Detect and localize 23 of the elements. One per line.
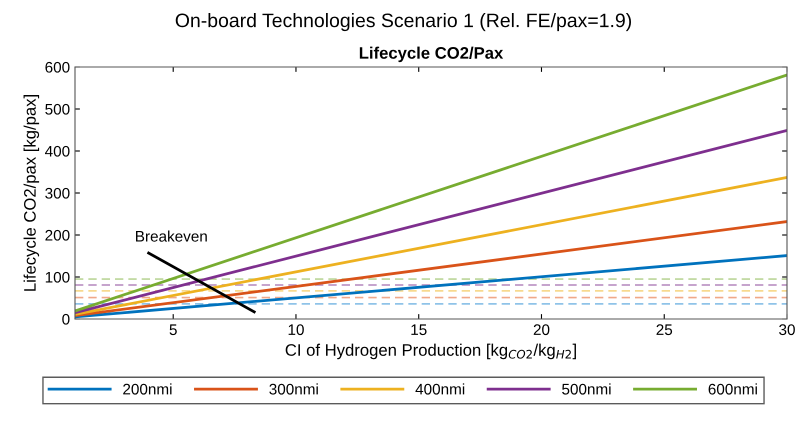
y-tick-label: 500 (45, 104, 70, 115)
legend-label: 500nmi (562, 383, 611, 395)
y-tick-label: 300 (45, 188, 70, 199)
y-tick-label: 600 (45, 62, 70, 73)
x-tick-label: 15 (411, 324, 427, 336)
x-tick-label: 5 (170, 324, 177, 336)
legend-label: 200nmi (123, 383, 172, 395)
y-tick-label: 100 (46, 272, 70, 283)
x-tick-label: 30 (779, 324, 795, 336)
y-tick-label: 200 (45, 230, 70, 241)
legend-label: 400nmi (415, 383, 464, 395)
chart-title: On-board Technologies Scenario 1 (Rel. FE/pax=1.9) (176, 12, 631, 32)
x-axis-title: CI of Hydrogen Production [kg$_{CO2}$/kg$_{H2}$] (286, 344, 576, 360)
x-tick-label: 20 (534, 324, 550, 336)
annotation: Breakeven (136, 230, 207, 242)
y-tick-label: 0 (62, 314, 70, 325)
legend-label: 300nmi (269, 383, 318, 395)
y-axis-title: Lifecycle CO2/pax [kg/pax] (24, 95, 40, 291)
y-tick-label: 400 (45, 146, 70, 157)
legend-label: 600nmi (708, 383, 757, 395)
x-tick-label: 10 (288, 324, 304, 336)
chart-subtitle: Lifecycle CO2/Pax (360, 46, 504, 62)
x-tick-label: 25 (656, 324, 672, 336)
